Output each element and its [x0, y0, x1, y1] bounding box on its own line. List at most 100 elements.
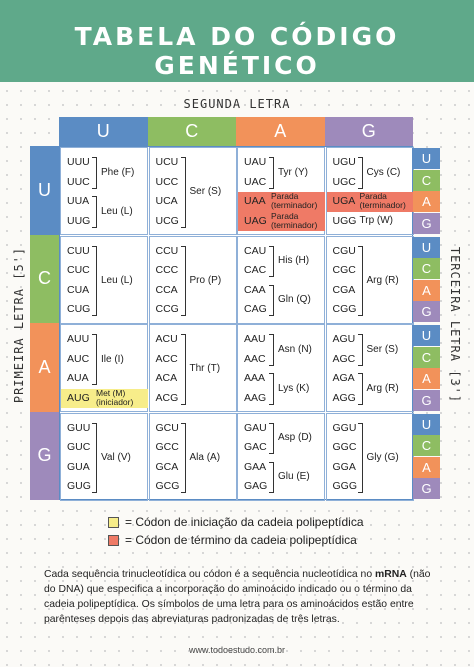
third-letter-C: C [413, 346, 440, 368]
codon-cell-GG: GGU GGC GGA GGG Gly (G) [325, 412, 414, 501]
codon-cell-CG: CGU CGC CGA CGG Arg (R) [325, 235, 414, 324]
third-letter-U: U [413, 413, 440, 435]
amino-acid-label: Thr (T) [189, 363, 221, 375]
second-letter-A: A [236, 117, 325, 146]
third-letter-C: C [413, 435, 440, 456]
amino-acid-label: Ser (S) [189, 186, 222, 198]
codon: GCG [155, 480, 180, 492]
amino-acid-label: Pro (P) [189, 274, 222, 286]
codon: AGG [332, 391, 356, 404]
third-letter-U: U [413, 325, 440, 346]
codon: UGA [332, 195, 356, 207]
codon: UCA [155, 195, 178, 207]
footnote-start: Cada sequência trinucleotídica ou códon … [44, 569, 375, 580]
codon-brace [269, 334, 274, 366]
codon-brace [180, 157, 186, 228]
third-letter-G: G [413, 389, 440, 411]
stop-note: Parada (terminador) [271, 210, 318, 230]
codon: GCC [155, 441, 179, 453]
codon: GCU [155, 421, 179, 434]
third-letter-label: TERCEIRA LETRA [3'] [448, 246, 462, 404]
amino-acid-label: Asp (D) [278, 432, 312, 444]
codon-cell-UU: UUU UUC UUA UUG Phe (F) Leu (L) [60, 147, 148, 235]
amino-acid-label: Gln (Q) [278, 294, 311, 306]
amino-acid-label: Glu (E) [278, 471, 310, 483]
codon: UUC [67, 175, 90, 188]
footnote: Cada sequência trinucleotídica ou códon … [44, 567, 440, 627]
codon-brace [357, 422, 363, 493]
codon-brace [180, 422, 186, 493]
third-letter-C: C [413, 169, 440, 191]
codon-brace [269, 422, 274, 454]
amino-acid-label: Leu (L) [101, 274, 133, 286]
codon: GUU [67, 421, 91, 434]
codon-brace [357, 245, 363, 316]
codon: CCG [155, 303, 179, 315]
stop-note: Parada (terminador) [359, 191, 406, 210]
first-letter-G: G [30, 411, 59, 500]
page-title: TABELA DO CÓDIGO GENÉTICO [74, 22, 400, 80]
codon: GGU [332, 421, 357, 434]
codon: AGU [332, 333, 356, 345]
amino-acid-label: Phe (F) [101, 166, 135, 178]
codon: CGU [332, 244, 356, 257]
third-letter-G: G [413, 212, 440, 234]
codon: UAU [244, 156, 267, 168]
start-note: Met (M) (iniciador) [96, 387, 134, 407]
codon-brace [92, 196, 97, 228]
codon-brace [269, 373, 274, 405]
second-letter-label: SEGUNDA LETRA [183, 97, 291, 111]
codon: AUA [67, 372, 89, 384]
codon-brace [357, 157, 363, 189]
site-url: www.todoestudo.com.br [188, 645, 286, 655]
codon: UAC [244, 175, 267, 188]
third-letter-A: A [413, 279, 440, 301]
first-letter-label: PRIMEIRA LETRA [5'] [12, 246, 26, 404]
codon: UGC [332, 175, 356, 188]
stop-note: Parada (terminador) [271, 191, 318, 210]
codon-cell-GC: GCU GCC GCA GCG Ala (A) [148, 412, 237, 501]
second-letter-C: C [147, 117, 236, 146]
amino-acid-label: His (H) [278, 255, 310, 267]
codon-brace [92, 422, 97, 493]
codon: UUA [67, 195, 90, 207]
codon-cell-UC: UCU UCC UCA UCG Ser (S) [148, 147, 237, 235]
codon-brace [269, 245, 274, 277]
codon-brace [180, 334, 186, 405]
codon: CAA [244, 283, 266, 296]
codon: CCU [155, 244, 179, 257]
codon: UUG [67, 214, 91, 227]
amino-acid-label: Tyr (Y) [278, 166, 308, 178]
third-letter-C: C [413, 258, 440, 279]
third-letter-U: U [413, 236, 440, 258]
codon-cell-AA: AAU AAC AAA AAG Asn (N) Lys (K) [237, 324, 325, 412]
codon-cell-CC: CCU CCC CCA CCG Pro (P) [148, 235, 237, 324]
title-banner: TABELA DO CÓDIGO GENÉTICO [0, 0, 474, 82]
codon: ACC [155, 352, 178, 365]
codon-brace [269, 284, 274, 316]
amino-acid-label: Ala (A) [189, 451, 221, 463]
codon: UGU [332, 156, 356, 168]
amino-acid-label: Arg (R) [366, 274, 399, 286]
codon: GUC [67, 441, 91, 453]
start-codon-highlight [61, 388, 148, 408]
codon: CUG [67, 303, 91, 315]
first-letter-C: C [30, 234, 59, 323]
stop-swatch [108, 534, 119, 546]
footnote-end: (não do DNA) que especifica a incorporaç… [44, 569, 431, 625]
codon: GUG [67, 480, 91, 492]
codon-brace [269, 157, 274, 189]
codon: CCC [155, 264, 179, 276]
second-letter-U: U [59, 117, 148, 146]
legend-start: = Códon de iniciação da cadeia polipeptí… [108, 515, 364, 529]
stop-codon-highlight [238, 211, 325, 231]
codon-brace [92, 157, 97, 189]
legend-stop: = Códon de término da cadeia polipeptídi… [108, 533, 357, 547]
codon: UCU [155, 156, 179, 168]
amino-acid-label: Ser (S) [366, 343, 399, 355]
codon: CAC [244, 264, 267, 276]
third-letter-A: A [413, 191, 440, 212]
codon: UCC [155, 175, 179, 188]
codon-cell-GA: GAU GAC GAA GAG Asp (D) Glu (E) [237, 412, 325, 501]
codon-cell-AU: AUU AUC AUA AUG Ile (I) Met (M) (iniciador) [60, 324, 148, 412]
